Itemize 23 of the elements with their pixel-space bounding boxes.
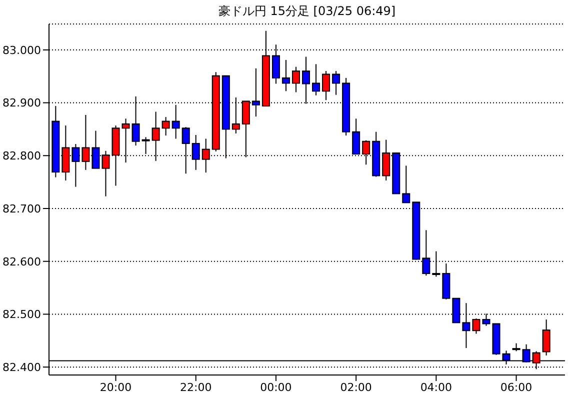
x-tick-label: 22:00 <box>180 380 212 394</box>
candlestick <box>472 318 480 334</box>
y-tick-label: 82.600 <box>2 255 41 268</box>
y-tick-label: 82.400 <box>2 360 41 374</box>
candlestick <box>282 59 290 92</box>
x-tick-label: 02:00 <box>340 380 372 394</box>
candlestick <box>162 116 170 136</box>
candlestick <box>332 70 340 96</box>
candlestick <box>402 165 410 204</box>
candlestick <box>542 318 550 356</box>
x-tick-label: 04:00 <box>420 380 452 394</box>
candlestick <box>322 70 330 101</box>
candlestick <box>312 64 320 96</box>
chart-title: 豪ドル円 15分足 [03/25 06:49] <box>217 3 397 20</box>
y-tick-label: 82.500 <box>2 308 41 322</box>
y-tick-label: 82.800 <box>2 150 41 163</box>
x-tick-label: 00:00 <box>260 380 292 394</box>
y-tick-label: 82.700 <box>2 202 41 216</box>
candlestick <box>292 66 300 93</box>
x-tick-label: 20:00 <box>100 380 132 394</box>
y-tick-label: 83.000 <box>2 44 41 57</box>
x-tick-label: 06:00 <box>500 380 532 394</box>
y-tick-label: 82.900 <box>2 96 41 110</box>
